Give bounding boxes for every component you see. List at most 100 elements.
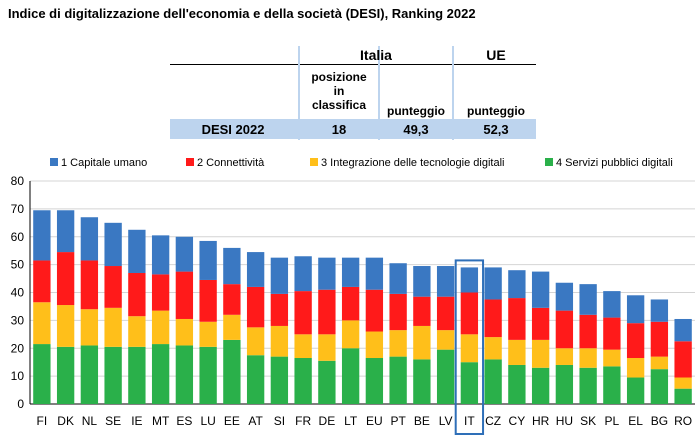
bar-segment (389, 356, 407, 404)
bar-segment (33, 344, 51, 404)
bar-segment (33, 260, 51, 303)
x-tick-label: RO (674, 414, 692, 428)
x-tick-label: PT (390, 414, 406, 428)
bar-segment (318, 289, 336, 335)
bar-segment (389, 330, 407, 357)
bar-segment (56, 346, 75, 404)
x-tick-label: HU (556, 414, 573, 428)
bar-segment (33, 210, 51, 261)
bar-segment (80, 260, 99, 310)
bar-segment (531, 307, 550, 340)
value-rank: 18 (331, 122, 347, 137)
column-header-rank-line: classifica (311, 98, 367, 112)
y-tick-label: 0 (17, 397, 24, 411)
bar-segment (104, 307, 122, 347)
x-tick-label: IE (131, 414, 142, 428)
x-tick-label: CY (509, 414, 526, 428)
bar-segment (199, 321, 217, 347)
bar-segment (270, 325, 289, 357)
bar-segment (365, 358, 384, 404)
bar-segment (128, 316, 146, 347)
page-title: Indice di digitalizzazione dell'economia… (8, 6, 476, 21)
bar-segment (223, 284, 241, 315)
bar-segment (436, 266, 455, 297)
table-divider (298, 46, 300, 140)
bar-segment (508, 339, 526, 365)
bar-segment (80, 217, 99, 261)
y-tick-label: 40 (11, 286, 25, 300)
bar-segment (318, 334, 336, 361)
bar-segment (33, 302, 51, 345)
legend-label: 2 Connettività (197, 157, 265, 169)
bar-segment (128, 272, 146, 317)
x-tick-label: SK (580, 414, 596, 428)
bar-segment (223, 314, 241, 340)
bar-segment (341, 348, 360, 404)
value-score-ue: 52,3 (483, 122, 509, 137)
bar-segment (246, 252, 265, 287)
bar-segment (294, 256, 312, 292)
x-tick-label: SE (105, 414, 121, 428)
bar-segment (104, 266, 122, 308)
bar-segment (579, 348, 597, 368)
bar-segment (318, 360, 336, 404)
bar-segment (104, 346, 122, 404)
bar-segment (626, 295, 645, 324)
bar-segment (270, 257, 289, 294)
legend-swatch (50, 158, 58, 166)
bar-segment (270, 356, 289, 404)
bar-segment (151, 235, 170, 275)
bar-segment (413, 296, 431, 326)
bar-segment (508, 270, 526, 299)
bar-segment (104, 222, 122, 267)
bar-segment (270, 293, 289, 326)
bar-segment (460, 292, 479, 335)
bar-segment (365, 257, 384, 290)
bar-segment (579, 284, 597, 315)
bar-segment (674, 377, 692, 389)
bar-segment (603, 291, 621, 318)
bar-segment (128, 346, 146, 404)
bar-segment (650, 321, 669, 357)
bar-segment (365, 289, 384, 332)
column-header-score-ue: punteggio (467, 104, 525, 118)
bar-segment (436, 349, 455, 404)
bar-segment (56, 305, 75, 347)
bar-segment (603, 349, 621, 367)
bar-segment (436, 330, 455, 350)
highlight-box (454, 259, 485, 435)
value-score-it: 49,3 (403, 122, 429, 137)
bar-segment (318, 257, 336, 290)
x-tick-label: SI (274, 414, 285, 428)
bar-segment (460, 362, 479, 404)
bar-segment (413, 359, 431, 404)
bar-segment (199, 279, 217, 322)
bar-segment (555, 310, 574, 349)
bar-segment (175, 271, 194, 319)
y-tick-label: 30 (11, 313, 25, 327)
x-tick-label: FI (37, 414, 48, 428)
group-header-ue: UE (486, 47, 506, 63)
table-divider (452, 46, 454, 140)
x-tick-label: FR (295, 414, 311, 428)
y-tick-label: 70 (11, 202, 25, 216)
bar-segment (508, 298, 526, 340)
x-tick-label: MT (152, 414, 170, 428)
bar-segment (56, 252, 75, 306)
bar-segment (246, 286, 265, 328)
x-tick-label: CZ (485, 414, 501, 428)
bar-segment (151, 274, 170, 311)
y-tick-label: 60 (11, 230, 25, 244)
x-tick-label: EE (224, 414, 240, 428)
x-tick-label: DE (319, 414, 336, 428)
bar-segment (128, 229, 146, 273)
bar-segment (626, 377, 645, 404)
bar-segment (460, 334, 479, 363)
column-header-score-it: punteggio (387, 104, 445, 118)
bar-segment (674, 388, 692, 404)
bar-segment (341, 320, 360, 349)
bar-segment (484, 337, 502, 360)
y-tick-label: 50 (11, 258, 25, 272)
x-tick-label: DK (57, 414, 74, 428)
table-divider (378, 46, 380, 140)
